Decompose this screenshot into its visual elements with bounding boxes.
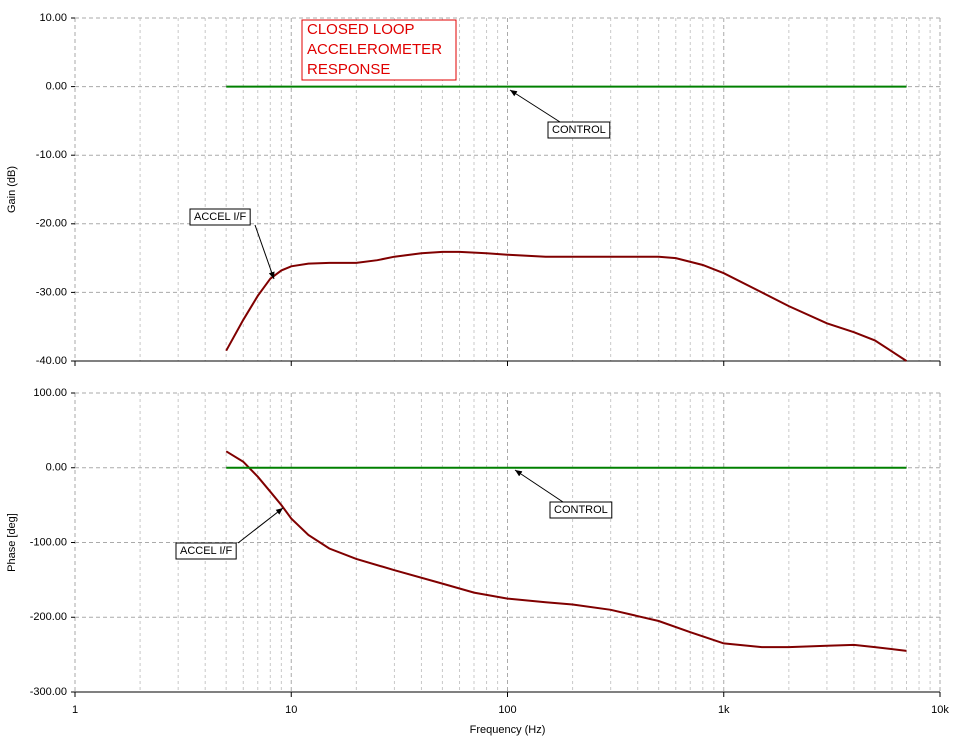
label-arrow [254,224,275,280]
x-tick-label: 10 [285,704,297,716]
series-label-box [549,501,613,519]
y-tick-label: 10.00 [39,12,67,24]
x-tick-label: 100 [498,704,516,716]
chart-title: RESPONSE [307,61,390,78]
y-tick-label: -30.00 [36,286,67,298]
title-box [301,19,457,81]
series-line [225,250,908,362]
y-tick-label: -10.00 [36,149,67,161]
x-tick-label: 1 [72,704,78,716]
series-label: ACCEL I/F [194,211,246,223]
label-arrow [237,507,284,544]
y-tick-label: -300.00 [30,686,67,698]
x-tick-label: 10k [931,704,949,716]
y-tick-label: 0.00 [46,81,67,93]
series-label: ACCEL I/F [180,545,232,557]
chart-title: ACCELEROMETER [307,41,442,58]
y-tick-label: -100.00 [30,536,67,548]
series-label-box [175,542,237,560]
series-label: CONTROL [552,124,606,136]
y-tick-label: 0.00 [46,462,67,474]
series-label-box [547,121,611,139]
y-tick-label: 100.00 [33,387,67,399]
y-axis-label: Phase [deg] [6,513,18,572]
label-arrow [509,89,561,123]
chart-title: CLOSED LOOP [307,21,415,38]
y-tick-label: -20.00 [36,218,67,230]
y-axis-label: Gain (dB) [6,166,18,213]
series-label-box [189,208,251,226]
y-tick-label: -200.00 [30,611,67,623]
x-axis-label: Frequency (Hz) [470,724,546,736]
label-arrow [514,469,564,503]
x-tick-label: 1k [718,704,730,716]
y-tick-label: -40.00 [36,355,67,367]
series-label: CONTROL [554,504,608,516]
series-line [225,450,907,652]
